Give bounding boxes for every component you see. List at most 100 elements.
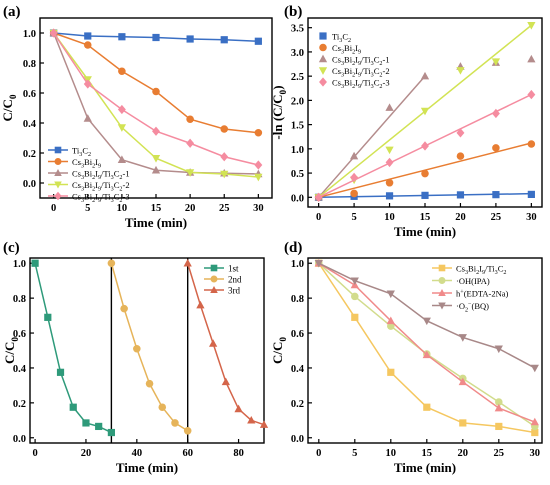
legend-entry: 2nd [204, 275, 242, 285]
x-tick-label: 60 [182, 448, 193, 459]
data-point [421, 141, 429, 151]
data-point [186, 35, 194, 43]
legend-label: Cs3Bi2I9/Ti3C2-3 [72, 192, 130, 205]
series-1 [315, 259, 539, 437]
legend-marker [438, 289, 446, 296]
legend-label: ·O2−(BQ) [456, 301, 489, 314]
data-point [458, 377, 467, 386]
data-point [423, 403, 431, 411]
data-point [31, 259, 39, 267]
legend-label: 3rd [228, 286, 240, 296]
data-point [527, 140, 536, 148]
y-tick-label: 0.5 [291, 169, 304, 180]
legend-marker [54, 169, 62, 176]
legend-entry: Cs3Bi2I9/Ti3C2-2 [48, 180, 130, 193]
x-tick-label: 25 [494, 448, 505, 459]
panel-label: (b) [284, 4, 302, 20]
x-tick-label: 5 [352, 448, 357, 459]
data-point [421, 169, 429, 178]
data-point [82, 419, 90, 427]
y-tick-label: 0.8 [13, 294, 26, 305]
series-line [53, 32, 259, 134]
data-point [151, 165, 161, 174]
legend-entry: Ti3C2 [319, 32, 351, 45]
data-point [221, 377, 230, 386]
legend-entry: 3rd [204, 286, 240, 296]
panel-4: (d) 0 5 10 15 20 25 30 0.0 0.2 0.4 0.6 0.8 1.0 Time (m… [270, 240, 543, 475]
x-axis-label: Time (min) [116, 460, 178, 475]
legend-label: Ti3C2 [332, 32, 351, 45]
y-tick-label: 0.0 [13, 434, 26, 445]
data-point [386, 316, 395, 325]
y-tick-label: 1.5 [291, 121, 304, 132]
legend: Cs3Bi2I9/Ti3C2·OH(IPA) h+(EDTA-2Na) ·O2−(B… [432, 264, 509, 314]
legend-marker [319, 32, 327, 40]
data-point [420, 71, 430, 80]
data-point [254, 128, 263, 137]
data-point [117, 124, 127, 132]
legend-label: Cs3Bi2I9/Ti3C2-1 [332, 55, 390, 68]
y-axis-label: C/C0 [270, 337, 289, 364]
legend-marker [54, 181, 62, 189]
legend-label: Cs3Bi2I9/Ti3C2-2 [72, 180, 130, 193]
x-tick-label: 15 [422, 448, 433, 459]
data-point [386, 290, 395, 299]
legend-marker [210, 286, 218, 293]
panel-label: (a) [3, 4, 21, 20]
y-tick-label: 0.0 [291, 434, 304, 445]
series-2 [107, 259, 192, 435]
legend-marker [318, 54, 328, 63]
panel-1: (a) 0 5 10 15 20 25 30 0.0 0.2 0.4 0.6 0.8 1.0 Time (m… [0, 4, 273, 230]
legend-marker [438, 264, 446, 272]
data-point [420, 107, 430, 116]
data-point [385, 157, 394, 168]
x-tick-label: 0 [316, 448, 321, 459]
panel-label: (d) [284, 240, 302, 256]
data-point [456, 67, 465, 75]
data-point [152, 126, 160, 136]
data-point [492, 144, 500, 152]
data-point [83, 114, 92, 122]
data-point [350, 189, 358, 198]
data-point [84, 32, 92, 40]
y-tick-label: 3.0 [291, 48, 304, 59]
legend: Ti3C2Cs3Bi2I9Cs3Bi2I9/Ti3C2-1Cs3Bi2I9/Ti… [48, 146, 130, 205]
y-tick-label: 1.0 [291, 259, 304, 270]
series-1 [315, 190, 535, 201]
x-tick-label: 25 [219, 203, 230, 214]
x-tick-label: 15 [420, 212, 431, 223]
y-tick-label: 1.0 [13, 259, 26, 270]
data-point [458, 334, 467, 342]
legend-entry: ·O2−(BQ) [432, 301, 489, 314]
y-axis-label-group: -ln (C/C0) [270, 85, 289, 139]
legend-entry: Cs3Bi2I9/Ti3C2 [432, 264, 506, 276]
y-tick-label: 0.4 [23, 119, 37, 130]
legend-marker [54, 191, 62, 201]
data-point [491, 108, 500, 119]
data-point [459, 419, 467, 427]
data-point [118, 33, 126, 41]
legend-marker [54, 146, 62, 154]
y-tick-label: 2.5 [291, 72, 304, 83]
data-point [69, 403, 77, 411]
legend-label: ·OH(IPA) [456, 276, 490, 286]
y-tick-label: 2.0 [291, 96, 304, 107]
x-axis-label: Time (min) [394, 460, 456, 475]
y-tick-label: 0.6 [291, 329, 304, 340]
data-point [83, 79, 92, 89]
legend-label: Cs3Bi2I9 [72, 157, 101, 170]
data-point [151, 155, 161, 163]
data-point [385, 146, 394, 155]
data-point [350, 277, 359, 286]
legend-entry: 1st [204, 264, 239, 274]
series-line [110, 263, 189, 432]
y-tick-label: 0.0 [291, 193, 304, 204]
data-point [56, 368, 65, 376]
data-point [387, 368, 395, 376]
data-point [196, 300, 205, 309]
legend-marker [438, 277, 446, 284]
data-point [117, 104, 126, 115]
x-tick-label: 15 [151, 203, 162, 214]
data-point [456, 191, 465, 199]
x-tick-label: 20 [81, 448, 92, 459]
